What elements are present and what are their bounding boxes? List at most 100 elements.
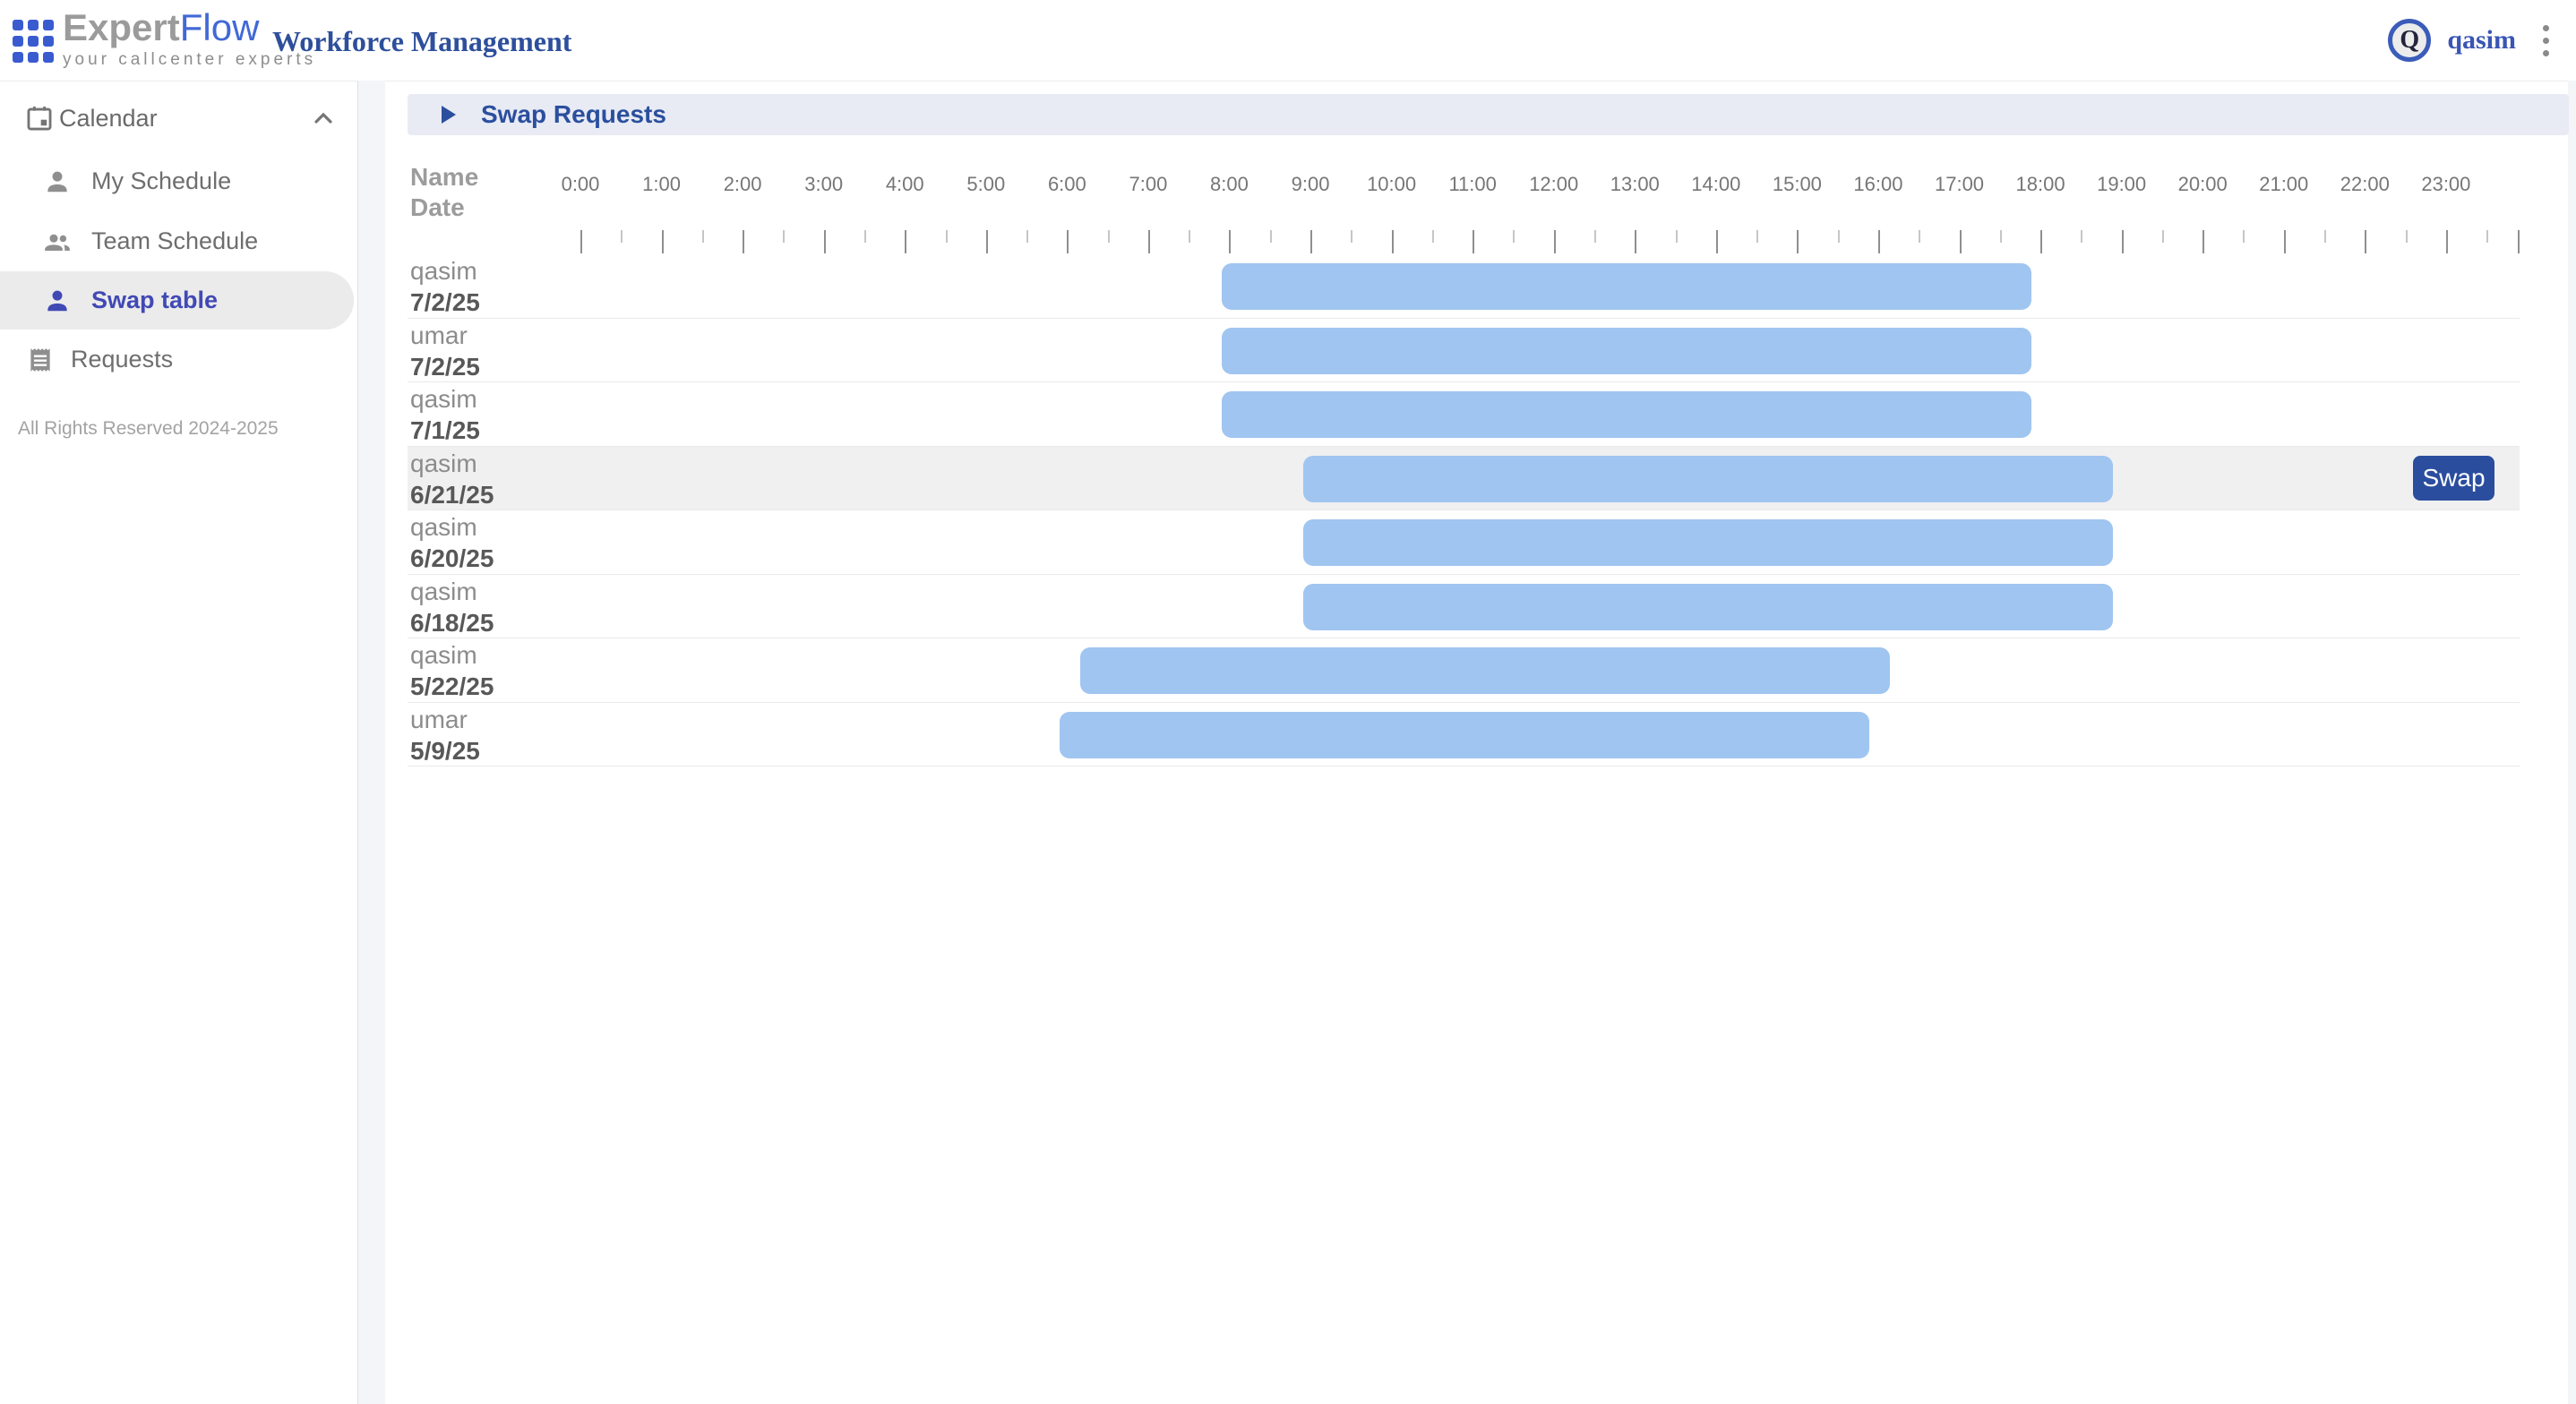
table-row[interactable]: qasim 6/21/25 Swap [408, 446, 2520, 510]
table-row[interactable]: umar 5/9/25 [408, 703, 2520, 766]
table-row[interactable]: qasim 7/2/25 [408, 254, 2520, 319]
row-shift-date: 5/22/25 [410, 672, 494, 700]
hour-tick [1635, 230, 1637, 253]
half-hour-tick [1189, 230, 1191, 243]
row-shift-date: 6/18/25 [410, 608, 494, 637]
time-axis-label: 16:00 [1853, 173, 1903, 195]
logo-brand-text: ExpertFlow [63, 6, 260, 48]
calendar-icon [24, 103, 55, 133]
half-hour-tick [783, 230, 786, 243]
shift-bar[interactable] [1222, 263, 2032, 310]
sidebar-item-requests[interactable]: Requests [0, 330, 357, 390]
logo-tagline: your callcenter experts [63, 50, 317, 69]
sidebar-item-label: Team Schedule [91, 227, 259, 254]
time-axis-label: 20:00 [2177, 173, 2228, 195]
hour-tick [661, 230, 664, 253]
half-hour-tick [863, 230, 866, 243]
half-hour-tick [1026, 230, 1029, 243]
shift-bar[interactable] [1222, 391, 2032, 438]
avatar[interactable]: Q [2388, 19, 2432, 62]
half-hour-tick [2243, 230, 2245, 243]
hour-tick [1229, 230, 1232, 253]
time-axis-label: 2:00 [723, 173, 762, 195]
expertflow-logo-mark-icon [13, 20, 54, 63]
sidebar-item-label: Requests [71, 346, 174, 372]
shift-bar[interactable] [1303, 519, 2113, 566]
main-content: Swap Requests Name Date 0:00 1:00 2:00 3:00… [385, 81, 2569, 1404]
hour-tick [2365, 230, 2367, 253]
table-row[interactable]: qasim 6/20/25 [408, 510, 2520, 575]
hour-tick [2202, 230, 2205, 253]
half-hour-tick [1431, 230, 1434, 243]
half-hour-tick [1919, 230, 1921, 243]
table-row[interactable]: qasim 7/1/25 [408, 382, 2520, 447]
hour-tick [580, 230, 582, 253]
time-axis-label: 3:00 [804, 173, 844, 195]
page-title: Workforce Management [272, 25, 572, 57]
row-shift-date: 7/2/25 [410, 288, 480, 316]
row-shift-date: 6/21/25 [410, 480, 494, 509]
half-hour-tick [945, 230, 948, 243]
more-vert-icon[interactable] [2539, 20, 2553, 62]
hour-tick [2283, 230, 2286, 253]
person-icon [43, 287, 72, 315]
row-employee-name: umar [410, 705, 468, 733]
half-hour-tick [1107, 230, 1110, 243]
half-hour-tick [1756, 230, 1759, 243]
time-axis-label: 14:00 [1691, 173, 1741, 195]
table-row[interactable]: qasim 6/18/25 [408, 575, 2520, 638]
sidebar-section-label: Calendar [59, 104, 158, 132]
time-axis-label: 21:00 [2259, 173, 2309, 195]
sidebar-item-label: Swap table [91, 287, 219, 313]
hour-tick [2040, 230, 2043, 253]
time-axis-label: 22:00 [2340, 173, 2390, 195]
expand-arrow-icon [442, 106, 456, 124]
half-hour-tick [2486, 230, 2489, 243]
half-hour-tick [1351, 230, 1353, 243]
shift-bar[interactable] [1060, 711, 1869, 758]
hour-tick [1553, 230, 1556, 253]
swap-button[interactable]: Swap [2413, 455, 2494, 501]
time-axis-label: 15:00 [1772, 173, 1822, 195]
hour-tick [2121, 230, 2124, 253]
username-label: qasim [2447, 25, 2516, 55]
swap-requests-header[interactable]: Swap Requests [408, 94, 2569, 135]
shift-bar[interactable] [1222, 327, 2032, 374]
half-hour-tick [701, 230, 704, 243]
shift-bar[interactable] [1080, 647, 1890, 694]
sidebar-section-calendar[interactable]: Calendar [0, 98, 357, 139]
time-axis-label: 18:00 [2015, 173, 2065, 195]
hour-tick [823, 230, 826, 253]
hour-tick [1391, 230, 1394, 253]
hour-tick [1067, 230, 1069, 253]
time-axis-label: 7:00 [1129, 173, 1168, 195]
sidebar-item-swap-table[interactable]: Swap table [0, 271, 354, 330]
shift-bar[interactable] [1303, 455, 2113, 502]
chevron-up-icon[interactable] [309, 104, 338, 133]
sidebar-item-team-schedule[interactable]: Team Schedule [0, 211, 357, 271]
sidebar-item-my-schedule[interactable]: My Schedule [0, 151, 357, 211]
row-employee-name: umar [410, 321, 468, 349]
shift-bar[interactable] [1303, 583, 2113, 630]
time-axis-label: 11:00 [1448, 173, 1497, 195]
half-hour-tick [1269, 230, 1272, 243]
time-axis-label: 5:00 [966, 173, 1006, 195]
hour-tick [985, 230, 988, 253]
time-axis-label: 10:00 [1367, 173, 1417, 195]
hour-tick [2518, 230, 2520, 253]
half-hour-tick [2161, 230, 2164, 243]
row-shift-date: 7/2/25 [410, 352, 480, 381]
row-employee-name: qasim [410, 385, 477, 413]
hour-tick [1310, 230, 1313, 253]
table-row[interactable]: qasim 5/22/25 [408, 638, 2520, 703]
table-row[interactable]: umar 7/2/25 [408, 319, 2520, 382]
row-employee-name: qasim [410, 449, 477, 477]
half-hour-tick [2405, 230, 2408, 243]
user-menu[interactable]: Q qasim [2388, 19, 2516, 62]
time-axis-label: 0:00 [561, 173, 600, 195]
time-axis-label: 9:00 [1291, 173, 1330, 195]
hour-tick [1797, 230, 1799, 253]
hour-tick [905, 230, 907, 253]
half-hour-tick [621, 230, 623, 243]
row-employee-name: qasim [410, 257, 477, 285]
